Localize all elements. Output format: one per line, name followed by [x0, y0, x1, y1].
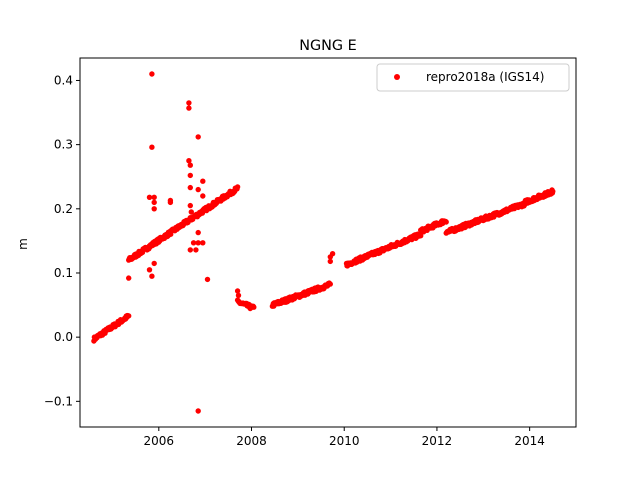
data-point — [195, 186, 201, 193]
data-point — [187, 247, 193, 253]
plot-frame — [79, 57, 577, 428]
axes: 2006 2008 2010 2012 2014 −0.1 0.0 0.1 0.2 0.3 0.4 — [44, 57, 577, 448]
data-point — [151, 194, 157, 200]
data-point — [204, 276, 211, 283]
data-point — [167, 199, 174, 206]
data-point — [151, 206, 157, 212]
data-point — [151, 199, 157, 206]
y-tick-label: −0.1 — [44, 394, 73, 408]
data-point — [149, 144, 155, 150]
data-point — [200, 193, 206, 199]
data-point — [149, 273, 155, 279]
data-point — [327, 281, 333, 287]
x-tick-label: 2010 — [329, 434, 360, 448]
data-point — [186, 105, 192, 111]
x-tick-label: 2006 — [144, 434, 175, 448]
data-point — [146, 267, 153, 273]
data-point — [234, 184, 241, 190]
data-point — [187, 172, 193, 179]
data-point — [193, 247, 199, 253]
legend-label: repro2018a (IGS14) — [426, 70, 544, 84]
data-point — [186, 158, 192, 164]
data-point — [200, 240, 206, 246]
y-tick-label: 0.4 — [54, 73, 73, 87]
x-tick-label: 2014 — [514, 434, 545, 448]
data-point — [418, 233, 424, 239]
data-point — [329, 251, 336, 257]
data-point — [235, 292, 242, 299]
data-point — [186, 100, 192, 106]
data-point — [126, 313, 132, 319]
data-point — [200, 178, 206, 184]
legend: repro2018a (IGS14) — [376, 63, 570, 92]
y-axis-label: m — [16, 238, 30, 250]
data-point — [195, 408, 201, 414]
data-point — [146, 194, 153, 200]
data-point — [187, 202, 193, 209]
data-points — [91, 71, 556, 414]
chart-title: NGNG E — [299, 38, 357, 54]
x-tick-label: 2012 — [422, 434, 453, 448]
data-point — [126, 275, 132, 281]
data-point — [251, 304, 257, 310]
data-point — [195, 240, 201, 246]
data-point — [443, 219, 449, 225]
y-tick-label: 0.2 — [54, 202, 73, 216]
legend-marker — [394, 74, 400, 80]
y-tick-label: 0.1 — [54, 266, 73, 280]
y-tick-label: 0.3 — [54, 138, 73, 152]
data-point — [195, 229, 201, 236]
data-point — [187, 184, 193, 191]
data-point — [195, 134, 201, 140]
x-tick-label: 2008 — [236, 434, 267, 448]
data-point — [234, 288, 241, 294]
data-point — [187, 162, 193, 168]
data-point — [188, 209, 194, 215]
y-tick-label: 0.0 — [54, 330, 73, 344]
data-point — [327, 258, 333, 265]
data-point — [151, 260, 157, 267]
data-point — [149, 71, 155, 77]
legend-frame — [376, 63, 570, 92]
data-point — [550, 188, 556, 195]
data-point — [190, 240, 197, 246]
